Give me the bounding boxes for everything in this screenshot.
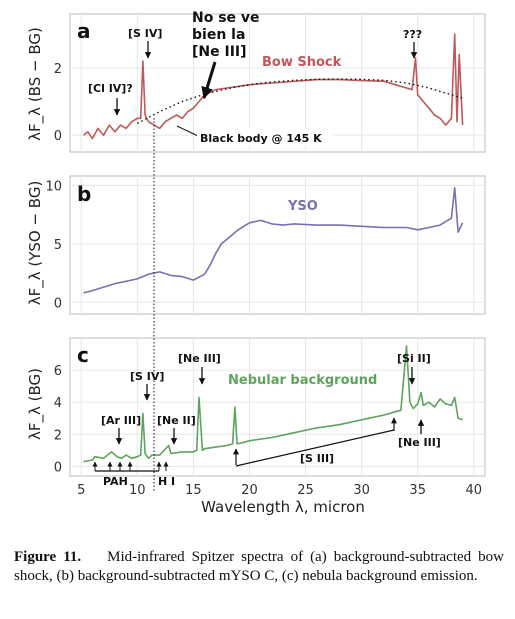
annot-a-qqq: ??? xyxy=(403,28,422,41)
y-tick-label: 0 xyxy=(54,296,62,311)
annot-a-neiii: No se ve bien la [Ne III] xyxy=(192,10,264,60)
panel-frame xyxy=(69,175,486,315)
annot-c-neiii: [Ne III] xyxy=(178,352,221,365)
arrow-a-neiii xyxy=(201,61,217,100)
annot-a-neiii-line: No se ve xyxy=(192,10,260,26)
panel-c-letter: c xyxy=(77,343,89,367)
x-tick-label: 25 xyxy=(297,483,314,498)
y-tick-label: 0 xyxy=(54,460,62,475)
x-tick-label: 35 xyxy=(409,483,426,498)
series-line-yso xyxy=(83,186,464,294)
annot-c-siii-right: [Si II] xyxy=(397,352,431,365)
y-tick-label: 10 xyxy=(45,179,62,194)
y-tick-label: 2 xyxy=(54,428,62,443)
x-tick-label: 10 xyxy=(129,483,146,498)
annot-a-cliv: [Cl IV]? xyxy=(88,82,133,95)
annot-c-pah: PAH xyxy=(103,475,128,488)
y-tick-label: 5 xyxy=(54,238,62,253)
y-tick-label: 4 xyxy=(54,396,62,411)
bracket-c-siii-line xyxy=(235,429,395,467)
annot-c-siii: [S III] xyxy=(300,452,334,465)
panel-a-ylabel: λF_λ (BS − BG) xyxy=(26,27,45,141)
caption-text: Mid-infrared Spitzer spectra of (a) back… xyxy=(14,549,504,584)
figure-caption: Figure 11. Mid-infrared Spitzer spectra o… xyxy=(14,548,504,586)
x-tick-label: 30 xyxy=(353,483,370,498)
x-tick-label: 15 xyxy=(185,483,202,498)
panel-b-letter: b xyxy=(77,182,91,206)
annot-c-neiii-right: [Ne III] xyxy=(398,436,441,449)
annot-a-neiii-line: [Ne III] xyxy=(192,44,247,60)
annot-c-hi: H I xyxy=(158,475,175,488)
y-tick-label: 2 xyxy=(54,62,62,77)
annot-c-neii: [Ne II] xyxy=(157,414,196,427)
y-tick-label: 0 xyxy=(54,129,62,144)
annot-a-neiii-line: bien la xyxy=(192,27,245,43)
nebular-series-label: Nebular background xyxy=(228,373,377,388)
annot-c-siv: [S IV] xyxy=(130,370,164,383)
annot-a-siv: [S IV] xyxy=(128,27,162,40)
x-axis-label: Wavelength λ, micron xyxy=(201,498,365,516)
annot-c-ariii: [Ar III] xyxy=(101,414,141,427)
y-tick-label: 6 xyxy=(54,364,62,379)
panel-a-letter: a xyxy=(77,19,91,43)
annot-a-blackbody: Black body @ 145 K xyxy=(200,132,322,145)
panel-frame xyxy=(69,337,486,477)
bow-shock-series-label: Bow Shock xyxy=(262,55,342,70)
blackbody-label-box xyxy=(197,129,333,146)
caption-label: Figure 11. xyxy=(14,549,82,565)
x-tick-label: 20 xyxy=(241,483,258,498)
yso-series-label: YSO xyxy=(287,199,318,214)
x-tick-label: 5 xyxy=(77,483,85,498)
panel-b-ylabel: λF_λ (YSO − BG) xyxy=(26,181,45,306)
panel-c-ylabel: λF_λ (BG) xyxy=(26,368,45,440)
blackbody-pointer xyxy=(176,125,199,137)
series-line-black-body-145-k xyxy=(136,78,463,125)
x-tick-label: 40 xyxy=(466,483,483,498)
